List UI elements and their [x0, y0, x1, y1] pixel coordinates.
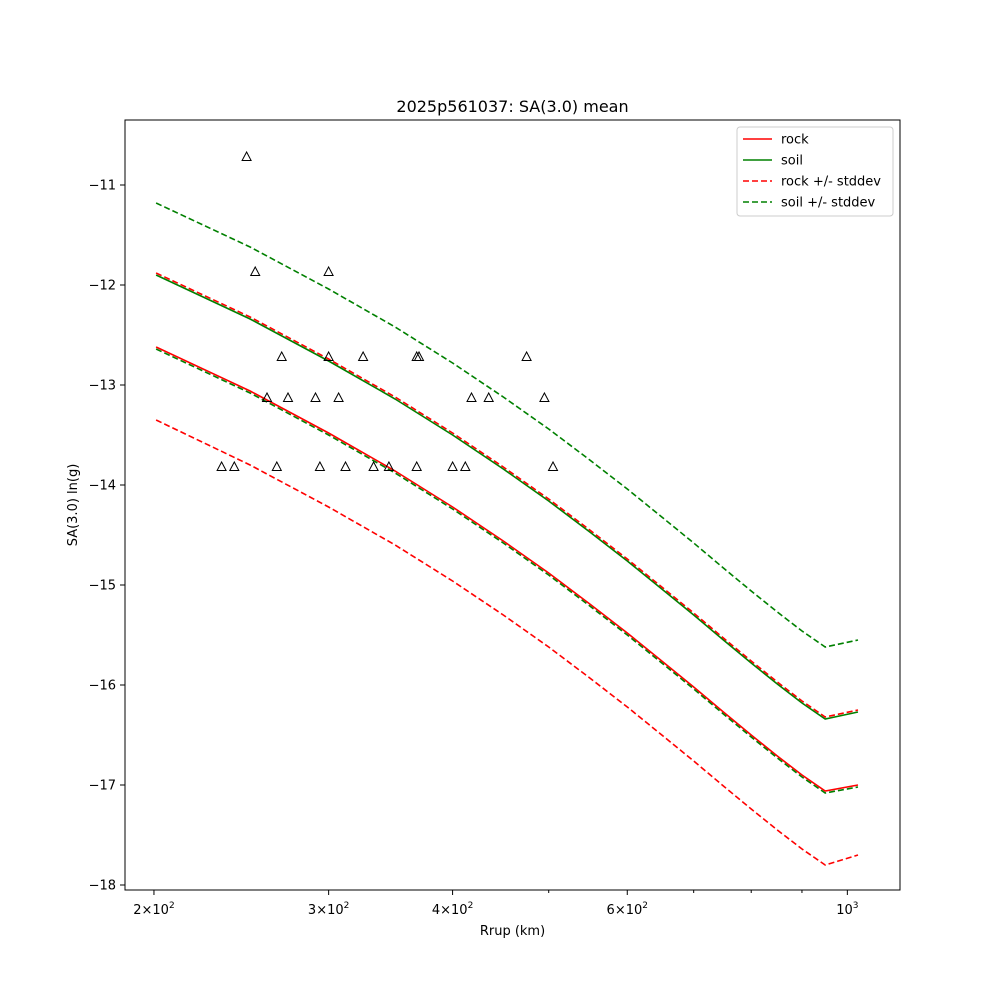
observation-marker	[447, 460, 458, 471]
observation-marker	[276, 350, 288, 361]
observation-marker	[271, 460, 283, 471]
series-line-0	[155, 346, 859, 792]
legend-label: soil +/- stddev	[781, 196, 876, 211]
x-axis-label: Rrup (km)	[480, 924, 545, 939]
x-tick-label: 4×102	[432, 901, 473, 918]
legend-label: soil	[781, 154, 803, 169]
legend-box	[736, 126, 894, 217]
y-tick-label: −17	[89, 779, 116, 794]
observation-marker	[521, 350, 532, 361]
observation-marker	[241, 150, 252, 161]
x-tick-label: 2×102	[133, 901, 174, 918]
chart-title: 2025p561037: SA(3.0) mean	[396, 97, 628, 116]
observation-marker	[310, 391, 321, 402]
y-tick-label: −15	[89, 579, 116, 594]
observation-marker	[323, 350, 334, 361]
y-tick-label: −16	[89, 679, 116, 694]
series-line-4	[155, 202, 859, 648]
y-tick-label: −14	[89, 479, 116, 494]
y-tick-label: −11	[89, 179, 116, 194]
plot-area	[155, 150, 859, 866]
x-tick-label: 6×102	[607, 901, 648, 918]
legend-label: rock	[781, 133, 809, 148]
legend: rock soil rock +/- stddev soil +/- stddev	[736, 126, 894, 217]
observation-marker	[340, 460, 351, 471]
series-line-1	[155, 274, 859, 720]
observation-marker	[539, 391, 550, 402]
y-tick-label: −12	[89, 279, 116, 294]
series-line-2	[155, 272, 859, 718]
legend-label: rock +/- stddev	[781, 175, 881, 190]
observation-marker	[413, 350, 425, 361]
observation-marker	[314, 460, 326, 471]
x-axis: 2×102 3×102 4×102 6×102 103	[133, 890, 858, 918]
observation-marker	[547, 460, 559, 471]
observation-marker	[261, 391, 273, 402]
observation-marker	[249, 265, 261, 276]
observation-marker	[228, 460, 240, 471]
y-tick-label: −18	[89, 879, 116, 894]
observation-marker	[368, 460, 379, 471]
observation-marker	[282, 391, 294, 402]
observation-marker	[383, 460, 395, 471]
observation-marker	[323, 265, 334, 276]
x-tick-label: 103	[836, 901, 858, 918]
observation-marker	[411, 460, 423, 471]
observation-marker	[483, 391, 495, 402]
observation-marker	[466, 391, 477, 402]
observation-marker	[333, 391, 344, 402]
observation-marker	[216, 460, 227, 471]
observation-marker	[357, 350, 369, 361]
y-tick-label: −13	[89, 379, 116, 394]
series-line-5	[155, 348, 859, 794]
observation-marker	[459, 460, 471, 471]
series-line-3	[155, 419, 859, 866]
x-tick-label: 3×102	[308, 901, 349, 918]
y-axis: −11 −12 −13 −14 −15 −16 −17 −18	[89, 179, 125, 894]
y-axis-label: SA(3.0) ln(g)	[66, 464, 81, 547]
plot-frame	[124, 119, 901, 891]
